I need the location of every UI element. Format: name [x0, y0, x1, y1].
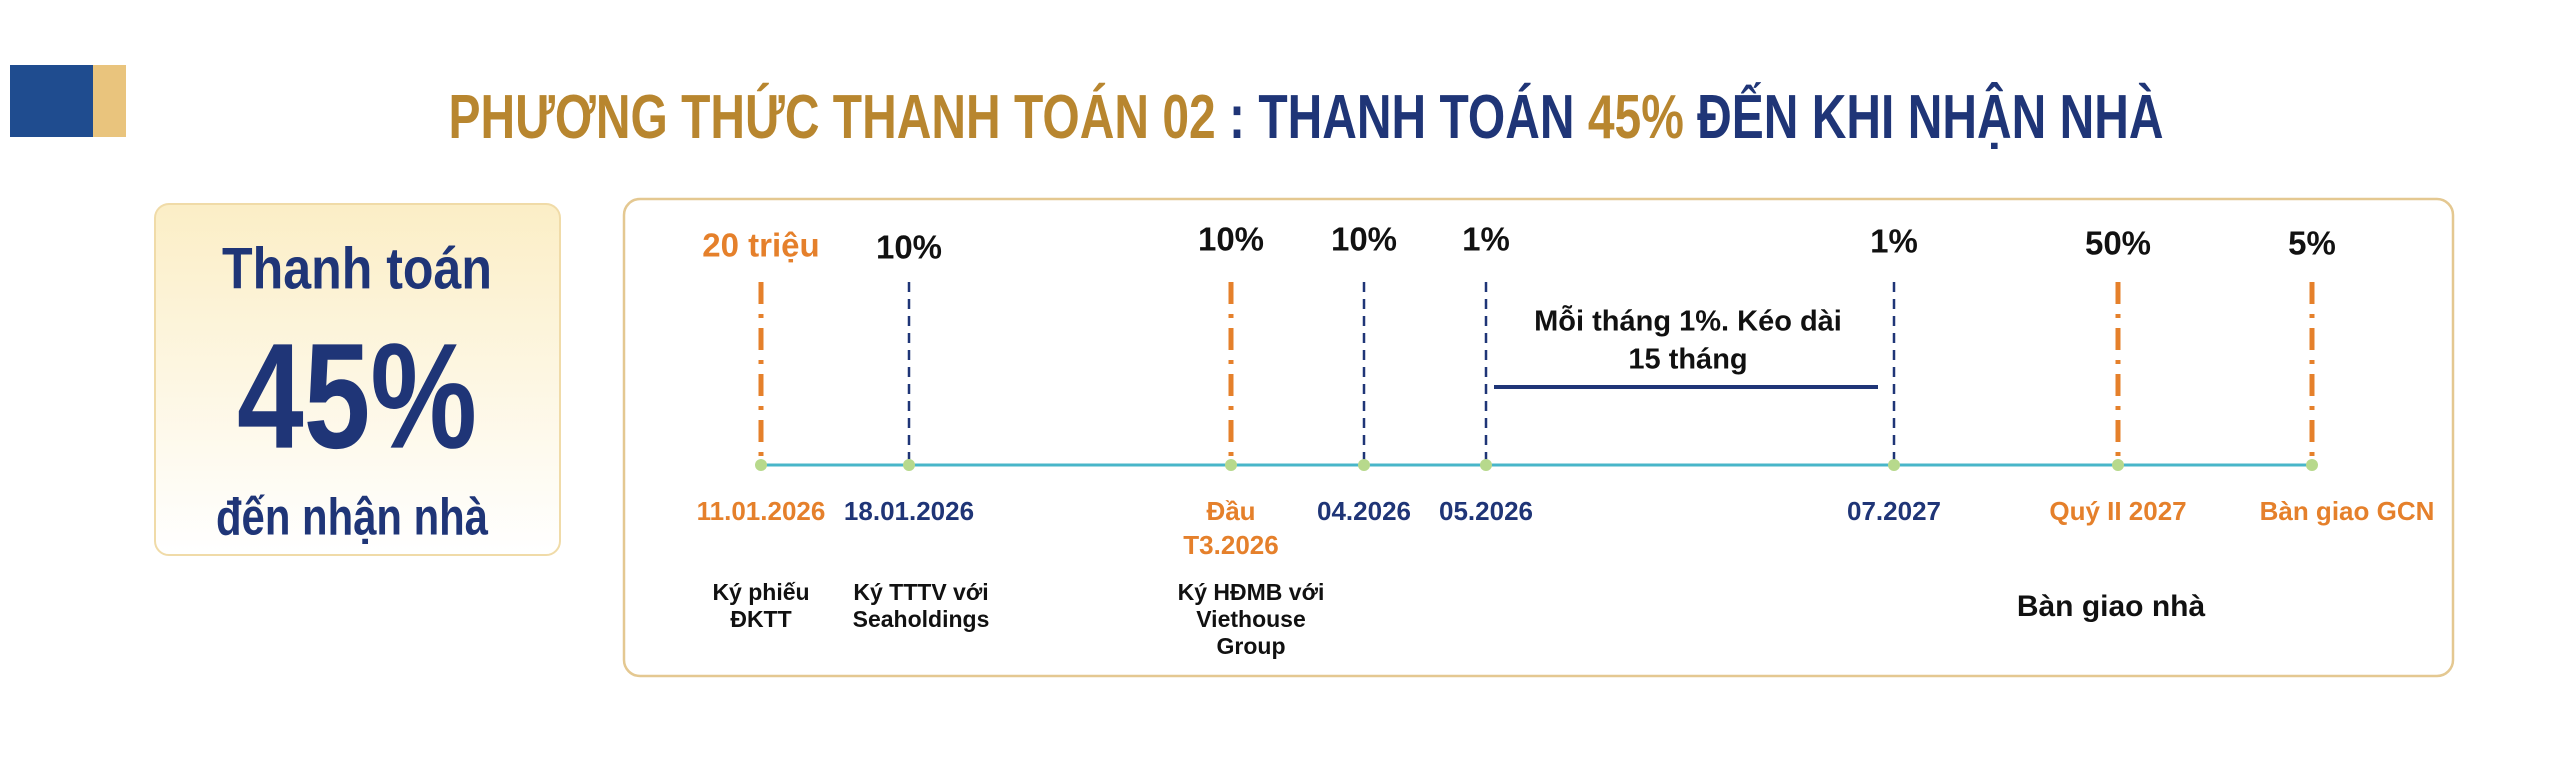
milestone-amount: 10%	[1331, 221, 1397, 258]
milestone-amount: 5%	[2288, 225, 2336, 262]
milestone-dot	[1225, 459, 1237, 471]
title: PHƯƠNG THỨC THANH TOÁN 02 : THANH TOÁN 4…	[449, 83, 2164, 152]
milestone-note: Ký HĐMB với	[1178, 579, 1325, 605]
title-part: PHƯƠNG THỨC THANH TOÁN 02	[449, 83, 1216, 152]
milestone-date: Quý II 2027	[2049, 496, 2186, 526]
milestone-date: 07.2027	[1847, 496, 1941, 526]
milestone-dot	[903, 459, 915, 471]
milestone-note: Viethouse	[1196, 606, 1306, 632]
milestone-date: T3.2026	[1183, 530, 1278, 560]
milestone-dot	[1480, 459, 1492, 471]
summary-value: 45%	[237, 312, 477, 480]
milestone-amount: 1%	[1870, 223, 1918, 260]
title-part: ĐẾN KHI NHẬN NHÀ	[1684, 83, 2164, 152]
milestone-note: Seaholdings	[853, 606, 990, 632]
milestone-amount: 1%	[1462, 221, 1510, 258]
milestone-dot	[2112, 459, 2124, 471]
milestone-amount: 10%	[1198, 221, 1264, 258]
milestone-note: Ký TTTV với	[853, 579, 988, 605]
handover-note: Bàn giao nhà	[2017, 590, 2206, 623]
period-note: 15 tháng	[1628, 344, 1747, 376]
milestone-note: Ký phiếu	[712, 579, 809, 605]
milestone-amount: 10%	[876, 229, 942, 266]
milestone-date: Đầu	[1206, 496, 1255, 526]
milestone-note: ĐKTT	[730, 606, 791, 632]
timeline-box	[622, 197, 2455, 678]
milestone-amount: 20 triệu	[702, 227, 819, 264]
milestone-date: 18.01.2026	[844, 496, 974, 526]
title-part: : THANH TOÁN	[1216, 83, 1588, 152]
milestone-date: 05.2026	[1439, 496, 1533, 526]
milestone-note: Group	[1217, 633, 1286, 659]
summary-line: Thanh toán	[222, 236, 492, 301]
logo-block	[10, 65, 93, 137]
milestone-date: 11.01.2026	[697, 496, 826, 526]
summary-line: đến nhận nhà	[216, 489, 489, 547]
milestone-amount: 50%	[2085, 225, 2151, 262]
period-note: Mỗi tháng 1%. Kéo dài	[1534, 304, 1842, 338]
logo-block	[93, 65, 126, 137]
milestone-date: Bàn giao GCN	[2260, 496, 2435, 526]
milestone-dot	[755, 459, 767, 471]
milestone-dot	[1888, 459, 1900, 471]
title-part: 45%	[1588, 83, 1684, 152]
milestone-date: 04.2026	[1317, 496, 1411, 526]
summary-box	[154, 203, 561, 556]
milestone-dot	[1358, 459, 1370, 471]
milestone-dot	[2306, 459, 2318, 471]
